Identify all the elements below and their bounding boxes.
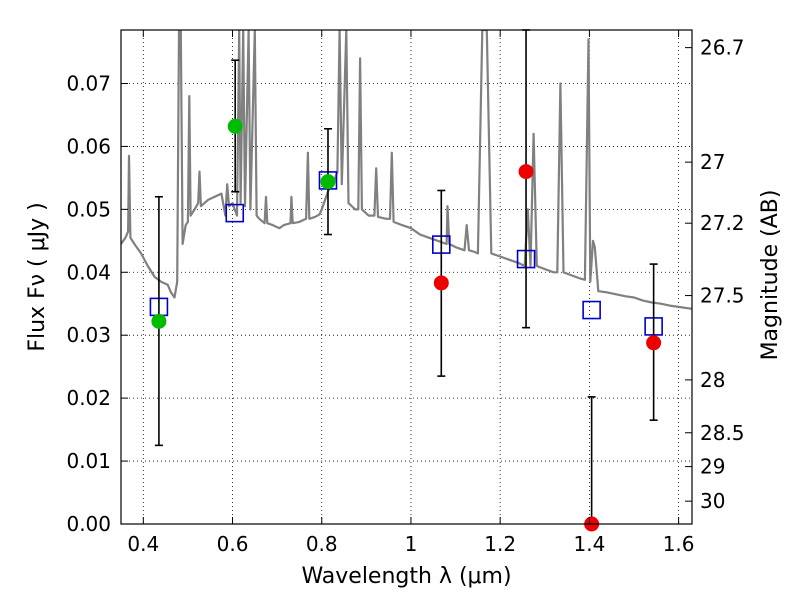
observed-point [320,174,336,190]
observed-point [518,164,534,180]
model-point [225,203,245,223]
y-tick-label: 0.01 [66,449,111,473]
mag-tick-label: 27.2 [700,211,745,235]
x-tick-label: 0.6 [217,532,249,556]
x-tick-label: 1.4 [573,532,605,556]
y-tick-label: 0.00 [66,512,111,536]
mag-tick-label: 28.5 [700,421,745,445]
tick-layer: 0.4 0.6 0.8 1 1.2 1.4 1.6 0.00 0.01 0.02 0.03 0.04 0… [66,30,745,556]
mag-tick-label: 28 [700,368,725,392]
mag-tick-label: 26.7 [700,36,745,60]
observed-point [227,118,243,134]
observed-point [151,313,167,329]
grid [121,30,692,525]
y-tick-label: 0.03 [66,323,111,347]
x-tick-label: 1.2 [484,532,516,556]
x-axis-label: Wavelength λ (μm) [301,564,511,589]
sed-template-line [121,30,692,310]
x-tick-label: 0.8 [306,532,338,556]
y-tick-label: 0.07 [66,71,111,95]
y-tick-label: 0.05 [66,197,111,221]
marker-layer [149,29,663,532]
mag-tick-label: 30 [700,489,725,513]
plot-frame [120,29,693,525]
model-point [582,300,601,320]
mag-tick-label: 27 [700,150,725,174]
x-tick-label: 1 [405,532,418,556]
series-layer [121,30,692,310]
observed-point [646,335,662,351]
x-tick-label: 1.6 [663,532,695,556]
x-tick-label: 0.4 [127,532,159,556]
y-tick-label: 0.02 [66,386,111,410]
mag-tick-label: 27.5 [700,284,745,308]
right-axis-label: Magnitude (AB) [758,190,783,361]
y-axis-label: Flux Fν ( μJy ) [25,202,50,351]
y-tick-label: 0.06 [66,134,111,158]
mag-tick-label: 29 [700,455,725,479]
observed-point [433,275,449,291]
y-tick-label: 0.04 [66,260,111,284]
